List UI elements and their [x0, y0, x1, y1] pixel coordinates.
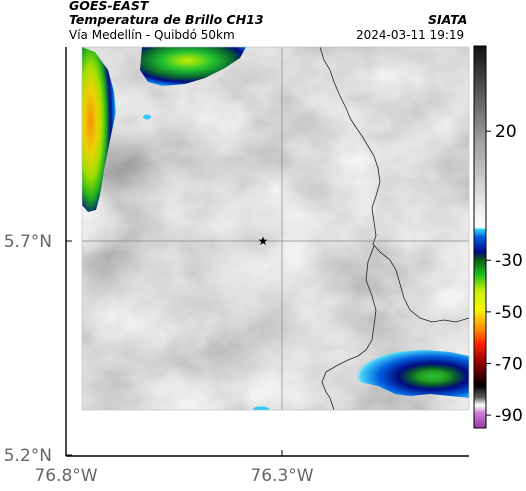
product-title: Temperatura de Brillo CH13: [69, 12, 264, 27]
agency-label: SIATA: [428, 12, 468, 27]
colorbar-tick-label: 20: [495, 122, 517, 142]
star-icon: ★: [258, 234, 269, 248]
colorbar-tick-label: -50: [495, 303, 523, 323]
y-tick-label-5.2: 5.2°N: [4, 446, 52, 466]
brightness-temperature-field: ★: [82, 47, 469, 410]
location-subtitle: Vía Medellín - Quibdó 50km: [69, 28, 235, 42]
colorbar-tick-label: -70: [495, 354, 523, 374]
x-tick-label-76.3: 76.3°W: [250, 466, 313, 486]
colorbar-tick-label: -90: [495, 406, 523, 426]
timestamp-label: 2024-03-11 19:19: [356, 28, 465, 42]
cloud-cell-left: [82, 47, 116, 212]
cloud-cell-top: [140, 47, 246, 86]
x-tick-label-76.8: 76.8°W: [34, 466, 97, 486]
cloud-cell-bottom-right: [340, 350, 469, 398]
satellite-title: GOES-EAST: [69, 0, 149, 13]
y-tick-label-5.7: 5.7°N: [4, 232, 52, 252]
river-border: [321, 245, 377, 410]
department-border: [319, 47, 469, 323]
colorbar: 20 -30 -50 -70 -90: [473, 45, 523, 429]
colorbar-tick-label: -30: [495, 251, 523, 271]
